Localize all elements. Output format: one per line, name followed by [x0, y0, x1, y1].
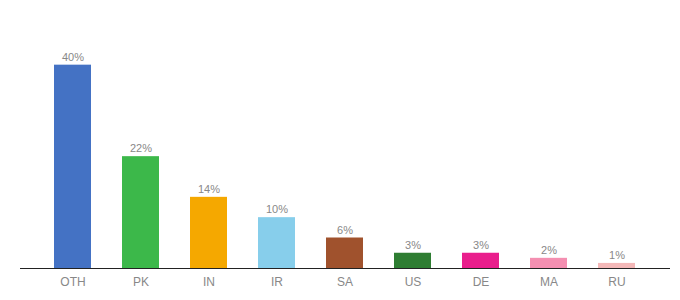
svg-text:IN: IN	[203, 275, 215, 289]
svg-text:MA: MA	[540, 275, 558, 289]
svg-text:US: US	[405, 275, 422, 289]
svg-text:OTH: OTH	[60, 275, 85, 289]
svg-text:PK: PK	[133, 275, 149, 289]
svg-text:22%: 22%	[130, 142, 152, 154]
svg-text:3%: 3%	[405, 239, 421, 251]
svg-text:3%: 3%	[473, 239, 489, 251]
svg-text:1%: 1%	[609, 249, 625, 261]
svg-text:RU: RU	[608, 275, 625, 289]
svg-text:40%: 40%	[62, 51, 84, 63]
svg-text:SA: SA	[337, 275, 353, 289]
svg-text:DE: DE	[473, 275, 490, 289]
svg-text:14%: 14%	[198, 183, 220, 195]
svg-text:IR: IR	[271, 275, 283, 289]
svg-text:6%: 6%	[337, 224, 353, 236]
svg-text:10%: 10%	[266, 203, 288, 215]
svg-text:2%: 2%	[541, 244, 557, 256]
